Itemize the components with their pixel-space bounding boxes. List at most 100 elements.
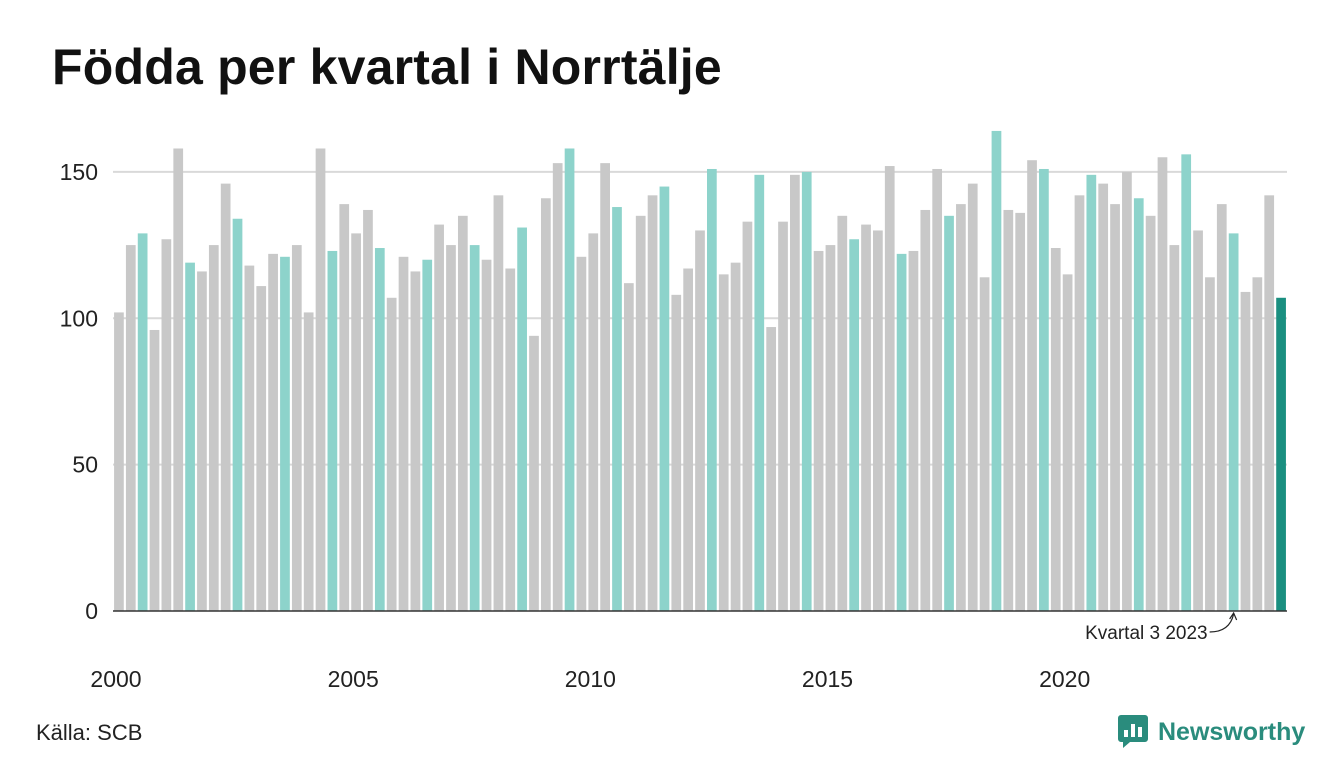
newsworthy-logo-icon [1118, 715, 1148, 748]
axes: 0 50 100 150 2000 2005 2010 2015 2020 [60, 159, 1287, 692]
bar [244, 265, 255, 611]
bar [908, 250, 919, 611]
bar [1133, 198, 1144, 611]
bar [766, 327, 777, 611]
bar [1228, 233, 1239, 611]
bar [944, 215, 954, 611]
bar [422, 259, 433, 611]
bar [1086, 174, 1097, 611]
annotation-arrow [1209, 613, 1235, 633]
x-tick-label: 2005 [328, 666, 379, 692]
bar [1003, 209, 1014, 611]
bar [1252, 277, 1263, 611]
bar [873, 230, 883, 611]
x-tick-label: 2020 [1039, 666, 1090, 692]
bar [671, 294, 682, 611]
bar [979, 277, 990, 611]
bar [1264, 195, 1275, 611]
bar [849, 239, 860, 612]
bar [386, 297, 397, 611]
bar [268, 253, 278, 611]
bar [790, 174, 800, 611]
bar [1098, 183, 1109, 611]
bar [434, 224, 444, 611]
bar [778, 221, 788, 612]
annotation-label: Kvartal 3 2023 [1085, 623, 1208, 644]
bar [754, 174, 765, 611]
bar [446, 245, 456, 611]
source-label: Källa: SCB [36, 720, 143, 745]
bar [125, 245, 136, 611]
bar [564, 148, 575, 612]
bar [505, 268, 516, 611]
bar [707, 168, 717, 612]
bar [517, 227, 527, 611]
bar [220, 183, 231, 611]
bar [1039, 168, 1049, 612]
bar [137, 233, 148, 611]
bar [1157, 157, 1168, 611]
bar [208, 245, 219, 611]
bar [635, 215, 646, 611]
x-tick-label: 2000 [90, 666, 141, 692]
bar [114, 312, 124, 611]
bar [363, 209, 373, 611]
bar [932, 168, 943, 612]
bar [1145, 215, 1156, 611]
bar [185, 262, 195, 611]
bar [232, 218, 243, 611]
bar [647, 195, 658, 611]
bar [1062, 274, 1073, 611]
bar [1181, 154, 1192, 611]
bar [837, 215, 848, 611]
bar [256, 286, 267, 611]
bar [695, 230, 705, 611]
bar [173, 148, 184, 612]
bar [529, 335, 539, 611]
bar [813, 250, 824, 611]
bar [612, 207, 622, 612]
bar [683, 268, 693, 611]
bar [1276, 297, 1286, 611]
bar [481, 259, 492, 611]
bar [410, 271, 421, 611]
bar [623, 283, 634, 611]
bar [576, 256, 587, 611]
bar [291, 245, 302, 611]
bar [730, 262, 741, 611]
y-tick-label: 50 [72, 452, 98, 478]
bar [469, 245, 480, 611]
bar [1110, 204, 1120, 612]
bar [1169, 245, 1180, 611]
brand-logo[interactable]: Newsworthy [1118, 712, 1305, 752]
brand-name: Newsworthy [1158, 717, 1306, 746]
chart-title: Födda per kvartal i Norrtälje [52, 39, 722, 95]
bar [351, 233, 361, 611]
bar [588, 233, 599, 611]
x-tick-label: 2010 [565, 666, 616, 692]
bar [1193, 230, 1203, 611]
bar [1027, 160, 1037, 611]
bar [540, 198, 551, 611]
bar [600, 163, 610, 611]
bar [1074, 195, 1085, 611]
bar [552, 163, 563, 611]
bar [493, 195, 504, 611]
bar [398, 256, 409, 611]
bar [374, 248, 385, 611]
bar [967, 183, 978, 611]
annotation-arrowhead [1229, 611, 1238, 621]
bar [896, 253, 907, 611]
bar [161, 239, 172, 612]
bar [956, 204, 966, 612]
bar [1122, 171, 1132, 611]
y-tick-label: 0 [85, 598, 98, 624]
bar [1240, 291, 1251, 611]
bar [315, 148, 326, 612]
bar [280, 256, 290, 611]
bar [1015, 212, 1026, 611]
bar [825, 245, 836, 611]
bar [659, 186, 670, 612]
bar [1216, 204, 1227, 612]
